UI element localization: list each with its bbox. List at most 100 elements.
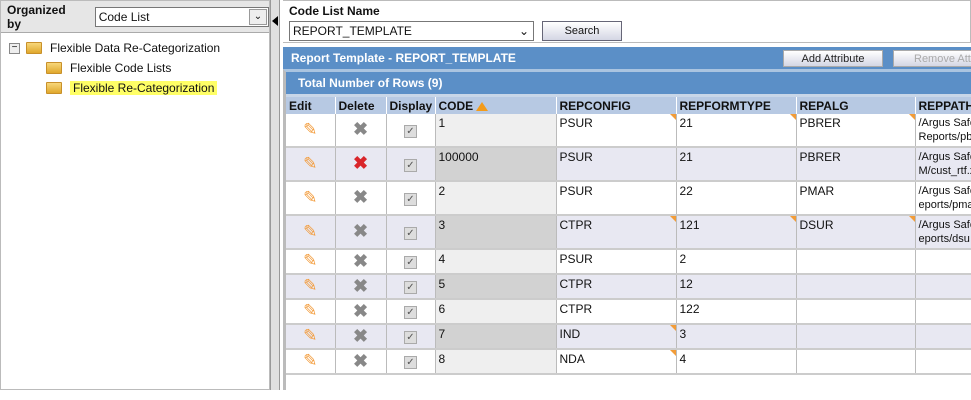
- collapse-left-icon[interactable]: [272, 16, 278, 26]
- repalg-cell[interactable]: PBRER: [796, 114, 916, 148]
- display-cell: ✓: [386, 274, 436, 300]
- display-checkbox[interactable]: ✓: [404, 306, 417, 319]
- table-row[interactable]: ✎ ✖ ✓ 4 PSUR 2: [286, 249, 971, 275]
- table-row[interactable]: ✎ ✖ ✓ 5 CTPR 12: [286, 274, 971, 300]
- table-row[interactable]: ✎ ✖ ✓ 3 CTPR 121 DSUR /Argus Safe eports…: [286, 215, 971, 250]
- delete-icon[interactable]: ✖: [352, 153, 369, 173]
- repalg-cell[interactable]: [796, 324, 916, 350]
- reppath-cell[interactable]: /Argus Safe Reports/pb: [915, 114, 971, 148]
- display-checkbox[interactable]: ✓: [404, 226, 417, 240]
- pencil-icon[interactable]: ✎: [303, 187, 318, 207]
- repformtype-cell[interactable]: 3: [676, 324, 797, 350]
- delete-cell: ✖: [335, 249, 387, 275]
- repalg-cell[interactable]: [796, 349, 916, 375]
- table-row[interactable]: ✎ ✖ ✓ 8 NDA 4: [286, 349, 971, 375]
- repalg-cell[interactable]: [796, 299, 916, 325]
- pencil-icon[interactable]: ✎: [303, 251, 318, 270]
- repformtype-cell[interactable]: 22: [676, 181, 797, 216]
- repconfig-cell[interactable]: CTPR: [556, 299, 677, 325]
- repformtype-cell[interactable]: 12: [676, 274, 797, 300]
- repconfig-cell[interactable]: CTPR: [556, 215, 677, 250]
- panel-title-bar: Report Template - REPORT_TEMPLATE Add At…: [283, 47, 971, 69]
- repconfig-cell[interactable]: NDA: [556, 349, 677, 375]
- display-checkbox[interactable]: ✓: [404, 281, 417, 294]
- repformtype-cell[interactable]: 4: [676, 349, 797, 375]
- table-row[interactable]: ✎ ✖ ✓ 6 CTPR 122: [286, 299, 971, 325]
- pencil-icon[interactable]: ✎: [303, 153, 318, 173]
- reppath-cell[interactable]: [915, 299, 971, 325]
- pencil-icon[interactable]: ✎: [303, 119, 318, 139]
- repconfig-cell[interactable]: PSUR: [556, 181, 677, 216]
- display-checkbox[interactable]: ✓: [404, 192, 417, 206]
- code-cell: 8: [435, 349, 557, 375]
- delete-icon[interactable]: ✖: [352, 250, 369, 271]
- table-row[interactable]: ✎ ✖ ✓ 2 PSUR 22 PMAR /Argus Safe eports/…: [286, 181, 971, 216]
- column-header-reppath[interactable]: REPPATH: [915, 97, 971, 114]
- reppath-cell[interactable]: [915, 349, 971, 375]
- splitter[interactable]: [270, 0, 280, 390]
- reppath-cell[interactable]: [915, 324, 971, 350]
- display-checkbox[interactable]: ✓: [404, 331, 417, 344]
- delete-icon[interactable]: ✖: [352, 187, 369, 207]
- display-checkbox[interactable]: ✓: [404, 158, 417, 172]
- repconfig-cell[interactable]: PSUR: [556, 249, 677, 275]
- repconfig-cell[interactable]: IND: [556, 324, 677, 350]
- column-header-repformtype[interactable]: REPFORMTYPE: [676, 97, 797, 114]
- repformtype-cell[interactable]: 21: [676, 114, 797, 148]
- add-attribute-button[interactable]: Add Attribute: [783, 50, 883, 67]
- pencil-icon[interactable]: ✎: [303, 276, 318, 295]
- chevron-down-icon[interactable]: ⌄: [249, 8, 267, 25]
- repformtype-cell[interactable]: 122: [676, 299, 797, 325]
- table-row[interactable]: ✎ ✖ ✓ 1 PSUR 21 PBRER /Argus Safe Report…: [286, 114, 971, 148]
- display-checkbox[interactable]: ✓: [404, 356, 417, 369]
- code-list-select[interactable]: REPORT_TEMPLATE ⌄: [289, 21, 534, 41]
- display-checkbox[interactable]: ✓: [404, 124, 417, 138]
- delete-icon[interactable]: ✖: [352, 325, 369, 346]
- reppath-cell[interactable]: /Argus Safe eports/dsu: [915, 215, 971, 250]
- repformtype-cell[interactable]: 21: [676, 147, 797, 182]
- delete-icon[interactable]: ✖: [352, 350, 369, 371]
- pencil-icon[interactable]: ✎: [303, 301, 318, 320]
- repalg-cell[interactable]: PMAR: [796, 181, 916, 216]
- code-list-value: REPORT_TEMPLATE: [293, 24, 412, 38]
- repalg-cell[interactable]: DSUR: [796, 215, 916, 250]
- column-header-repalg[interactable]: REPALG: [796, 97, 916, 114]
- tree-node-code-lists[interactable]: Flexible Code Lists: [9, 58, 269, 78]
- repformtype-cell[interactable]: 2: [676, 249, 797, 275]
- pencil-icon[interactable]: ✎: [303, 351, 318, 370]
- collapse-icon[interactable]: −: [9, 42, 20, 54]
- reppath-cell[interactable]: [915, 274, 971, 300]
- table-row[interactable]: ✎ ✖ ✓ 7 IND 3: [286, 324, 971, 350]
- column-header-repconfig[interactable]: REPCONFIG: [556, 97, 677, 114]
- reppath-cell[interactable]: /Argus Safe M/cust_rtf.x: [915, 147, 971, 182]
- delete-cell: ✖: [335, 349, 387, 375]
- reppath-cell[interactable]: [915, 249, 971, 275]
- repconfig-cell[interactable]: PSUR: [556, 114, 677, 148]
- organized-by-select[interactable]: Code List ⌄: [94, 6, 269, 27]
- delete-icon[interactable]: ✖: [352, 221, 369, 241]
- repformtype-cell[interactable]: 121: [676, 215, 797, 250]
- sort-ascending-icon[interactable]: [476, 101, 489, 111]
- display-checkbox[interactable]: ✓: [404, 256, 417, 269]
- tree-node-root[interactable]: − Flexible Data Re-Categorization: [9, 38, 269, 58]
- delete-icon[interactable]: ✖: [352, 300, 369, 321]
- pencil-icon[interactable]: ✎: [303, 326, 318, 345]
- delete-icon[interactable]: ✖: [352, 119, 369, 139]
- remove-attribute-button[interactable]: Remove Attribute: [893, 50, 971, 67]
- pencil-icon[interactable]: ✎: [303, 221, 318, 241]
- repconfig-cell[interactable]: CTPR: [556, 274, 677, 300]
- delete-icon[interactable]: ✖: [352, 275, 369, 296]
- tree-node-recategorization[interactable]: Flexible Re-Categorization: [9, 78, 269, 98]
- delete-cell: ✖: [335, 274, 387, 300]
- code-cell: 6: [435, 299, 557, 325]
- repconfig-cell[interactable]: PSUR: [556, 147, 677, 182]
- repalg-cell[interactable]: PBRER: [796, 147, 916, 182]
- reppath-cell[interactable]: /Argus Safe eports/pma: [915, 181, 971, 216]
- repalg-cell[interactable]: [796, 274, 916, 300]
- display-cell: ✓: [386, 147, 436, 182]
- table-row[interactable]: ✎ ✖ ✓ 100000 PSUR 21 PBRER /Argus Safe M…: [286, 147, 971, 182]
- column-header-code[interactable]: CODE: [435, 97, 557, 114]
- display-cell: ✓: [386, 349, 436, 375]
- search-button[interactable]: Search: [542, 21, 622, 41]
- repalg-cell[interactable]: [796, 249, 916, 275]
